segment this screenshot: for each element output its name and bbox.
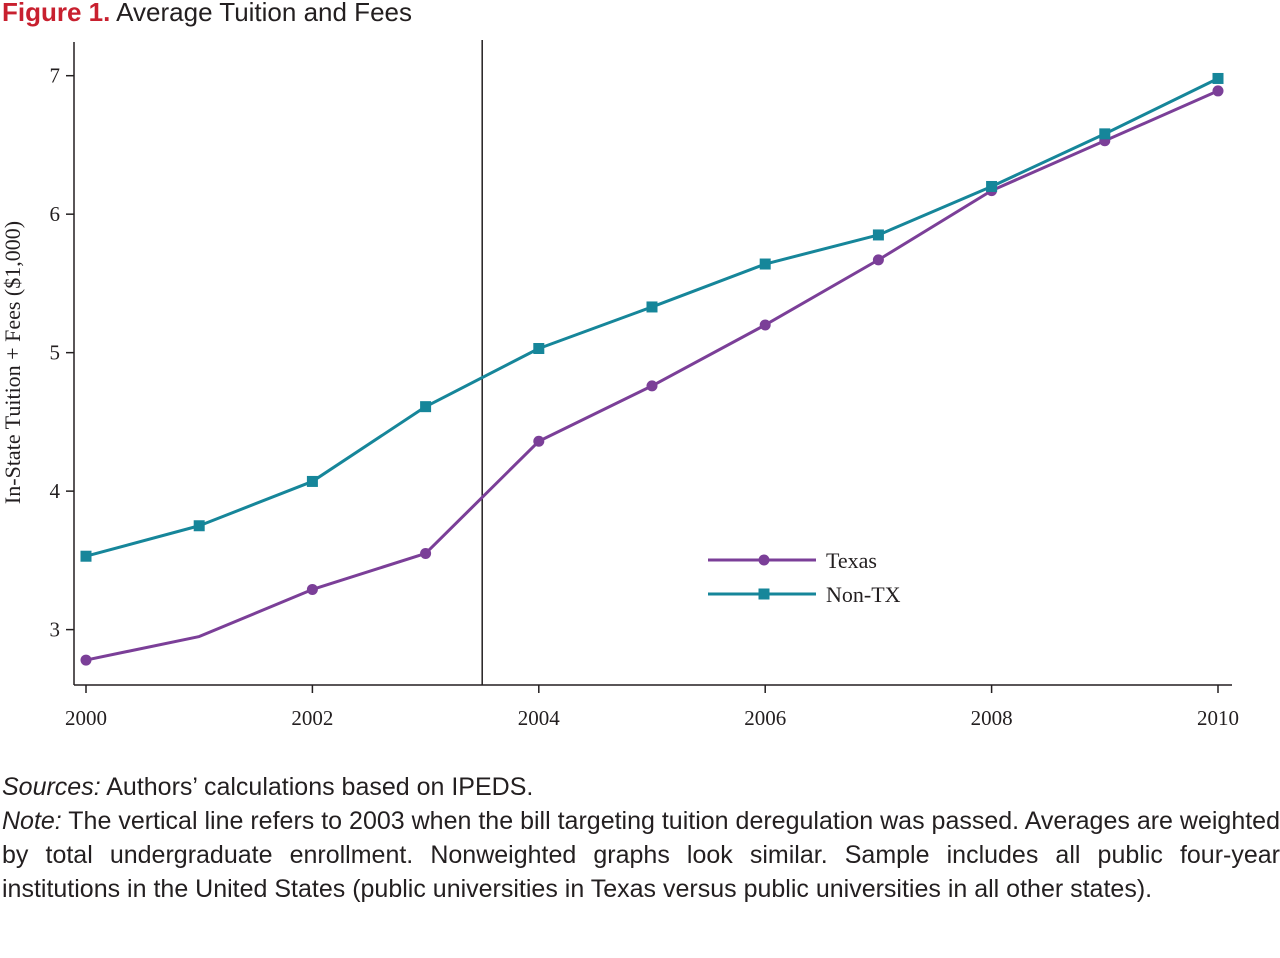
non-tx-point-2008: [986, 180, 998, 192]
texas-point-2003: [420, 547, 432, 559]
non-tx-point-2000: [80, 550, 92, 562]
figure-notes: Sources: Authors’ calculations based on …: [2, 770, 1280, 906]
line-chart: 3 4 5 6 7 2000 2002 2004 2006 2008 2010 In-State Tu…: [0, 40, 1280, 740]
y-tick-label-3: 6: [50, 202, 61, 226]
x-tick-label-2: 2004: [518, 706, 561, 730]
non-tx-point-2007: [872, 229, 884, 241]
note-label: Note:: [2, 807, 62, 835]
texas-point-2005: [646, 380, 658, 392]
figure-title-text: Average Tuition and Fees: [116, 0, 412, 27]
y-tick-label-4: 7: [50, 64, 61, 88]
sources-line: Sources: Authors’ calculations based on …: [2, 770, 1280, 804]
chart-svg: 3 4 5 6 7 2000 2002 2004 2006 2008 2010 In-State Tu…: [0, 40, 1239, 730]
non-tx-point-2010: [1212, 72, 1224, 84]
sources-text: Authors’ calculations based on IPEDS.: [100, 773, 534, 801]
non-tx-point-2002: [306, 475, 318, 487]
sources-label: Sources:: [2, 773, 101, 801]
note-paragraph: Note: The vertical line refers to 2003 w…: [2, 804, 1280, 906]
note-text: The vertical line refers to 2003 when th…: [2, 807, 1280, 903]
texas-series-line: [85, 89, 1219, 662]
legend-texas-label: Texas: [826, 548, 877, 573]
non-tx-point-2003: [420, 401, 432, 413]
non-tx-point-2005: [646, 301, 658, 313]
y-tick-label-2: 5: [50, 341, 61, 365]
legend-non-tx-marker: [758, 588, 770, 600]
non-tx-point-2006: [759, 258, 771, 270]
x-tick-label-4: 2008: [971, 706, 1013, 730]
y-axis-title: In-State Tuition + Fees ($1,000): [0, 221, 25, 504]
non-tx-point-2009: [1099, 128, 1111, 140]
texas-point-2007: [872, 254, 884, 266]
figure-title: Figure 1. Average Tuition and Fees: [2, 0, 412, 28]
legend-non-tx-label: Non-TX: [826, 582, 901, 607]
figure-label: Figure 1.: [2, 0, 111, 27]
texas-point-2010: [1212, 85, 1224, 97]
x-tick-label-5: 2010: [1197, 706, 1239, 730]
y-tick-label-1: 4: [50, 479, 61, 503]
x-tick-label-1: 2002: [291, 706, 333, 730]
non-tx-point-2004: [533, 342, 545, 354]
non-tx-series-line: [85, 77, 1219, 558]
texas-point-2006: [759, 319, 771, 331]
non-tx-point-2001: [193, 520, 205, 532]
texas-point-2004: [533, 435, 545, 447]
y-tick-label-0: 3: [50, 618, 61, 642]
legend-texas-marker: [758, 554, 770, 566]
texas-point-2000: [80, 654, 92, 666]
texas-point-2002: [306, 583, 318, 595]
x-tick-label-0: 2000: [65, 706, 107, 730]
x-tick-label-3: 2006: [744, 706, 786, 730]
